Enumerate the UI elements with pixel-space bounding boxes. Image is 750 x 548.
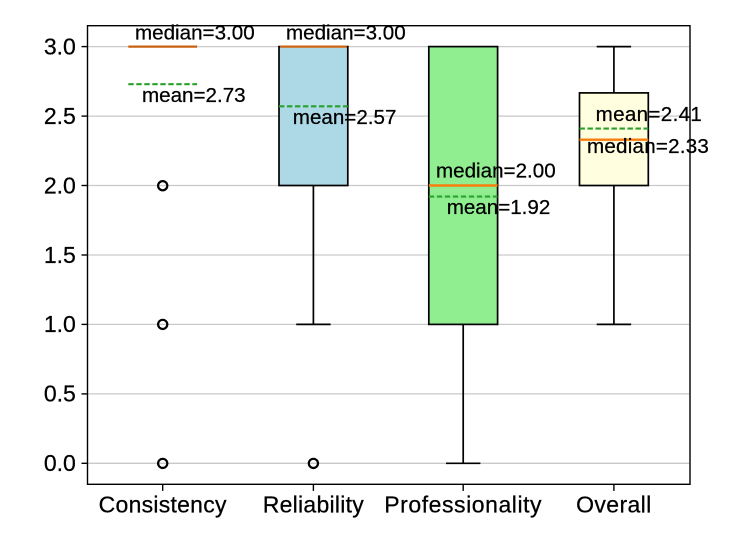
svg-text:mean=2.57: mean=2.57 [293, 106, 397, 129]
svg-text:median=2.00: median=2.00 [436, 160, 556, 183]
svg-text:2.5: 2.5 [44, 103, 76, 129]
svg-text:Reliability: Reliability [263, 492, 365, 518]
svg-text:0.5: 0.5 [44, 381, 76, 407]
svg-text:1.0: 1.0 [44, 311, 76, 337]
svg-text:mean=2.73: mean=2.73 [142, 84, 246, 107]
svg-text:Consistency: Consistency [99, 492, 227, 518]
svg-text:median=2.33: median=2.33 [587, 135, 709, 158]
svg-text:mean=2.41: mean=2.41 [596, 103, 703, 126]
svg-text:1.5: 1.5 [44, 242, 76, 268]
svg-text:0.0: 0.0 [44, 450, 76, 476]
svg-text:mean=1.92: mean=1.92 [447, 196, 551, 219]
svg-text:3.0: 3.0 [44, 34, 76, 60]
svg-text:median=3.00: median=3.00 [286, 22, 406, 45]
svg-text:Overall: Overall [576, 492, 652, 518]
svg-text:median=3.00: median=3.00 [135, 22, 255, 45]
svg-text:Professionality: Professionality [384, 492, 542, 518]
svg-text:2.0: 2.0 [44, 172, 76, 198]
